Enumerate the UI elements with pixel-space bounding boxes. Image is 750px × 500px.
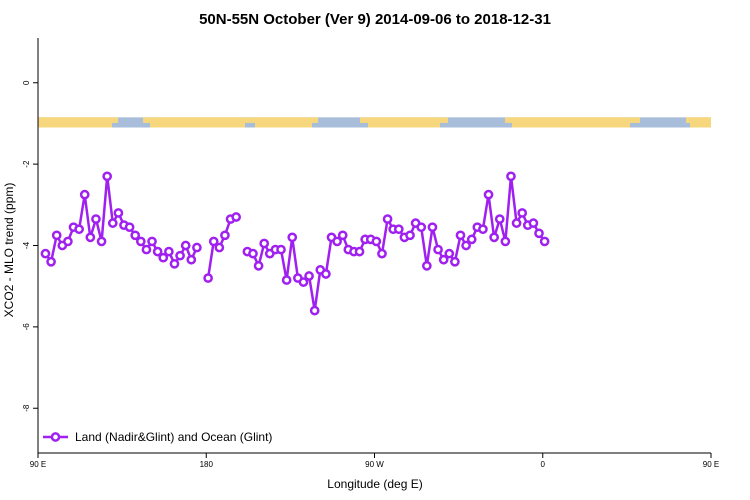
surface-strip bbox=[38, 117, 711, 128]
y-tick-label: -8 bbox=[22, 404, 31, 412]
data-point bbox=[478, 224, 488, 235]
surface-strip-land bbox=[690, 117, 711, 128]
data-point bbox=[371, 236, 382, 247]
data-point bbox=[231, 212, 242, 222]
data-point bbox=[175, 250, 185, 261]
data-point bbox=[528, 218, 539, 228]
series-line bbox=[44, 176, 199, 267]
data-point bbox=[393, 224, 404, 235]
data-point bbox=[180, 240, 191, 251]
data-point bbox=[500, 236, 511, 247]
surface-strip-land bbox=[150, 117, 245, 128]
y-tick-label: -6 bbox=[22, 323, 31, 331]
data-point bbox=[281, 275, 292, 285]
data-point bbox=[147, 236, 157, 247]
data-point bbox=[74, 224, 84, 235]
data-point bbox=[203, 273, 213, 283]
data-point bbox=[421, 260, 432, 271]
data-point bbox=[444, 248, 455, 259]
y-axis-label: XCO2 - MLO trend (ppm) bbox=[2, 183, 16, 318]
data-point bbox=[141, 244, 152, 255]
x-tick-label: 180 bbox=[200, 460, 214, 469]
data-point bbox=[337, 230, 348, 241]
data-point bbox=[152, 246, 163, 257]
data-point bbox=[494, 214, 505, 224]
data-point bbox=[192, 242, 202, 253]
x-tick-label: 90 W bbox=[365, 460, 384, 469]
data-point bbox=[124, 222, 135, 233]
data-point bbox=[253, 260, 264, 271]
data-point bbox=[259, 238, 270, 249]
data-point bbox=[450, 256, 460, 267]
data-point bbox=[130, 230, 141, 241]
data-point bbox=[113, 208, 124, 218]
data-point bbox=[91, 214, 101, 224]
data-point bbox=[304, 271, 314, 281]
series-line bbox=[246, 176, 546, 311]
data-point bbox=[107, 218, 118, 228]
y-tick-label: -4 bbox=[22, 241, 31, 249]
data-point bbox=[63, 236, 73, 247]
data-point bbox=[483, 189, 494, 200]
surface-strip-land bbox=[368, 117, 440, 128]
data-point bbox=[96, 236, 107, 247]
data-point bbox=[276, 244, 286, 255]
data-point bbox=[79, 189, 90, 200]
data-point bbox=[40, 248, 51, 259]
data-point bbox=[433, 244, 443, 255]
data-point bbox=[427, 222, 438, 233]
data-point bbox=[511, 218, 522, 228]
data-point bbox=[438, 254, 449, 265]
data-point bbox=[298, 277, 309, 287]
surface-strip-land bbox=[512, 117, 630, 128]
data-point bbox=[354, 246, 365, 257]
data-point bbox=[248, 248, 258, 259]
data-point bbox=[287, 232, 298, 243]
x-axis-label: Longitude (deg E) bbox=[327, 477, 422, 491]
data-point bbox=[489, 232, 499, 243]
data-point bbox=[214, 242, 225, 253]
data-point bbox=[534, 228, 544, 239]
x-tick-label: 90 E bbox=[703, 460, 719, 469]
data-point bbox=[309, 305, 320, 316]
surface-strip-land bbox=[255, 117, 312, 128]
chart-title: 50N-55N October (Ver 9) 2014-09-06 to 20… bbox=[199, 11, 551, 28]
data-point bbox=[382, 214, 393, 224]
data-point bbox=[186, 254, 197, 265]
x-tick-label: 90 E bbox=[30, 460, 46, 469]
data-point bbox=[461, 240, 471, 251]
surface-strip-land bbox=[38, 117, 112, 128]
data-point bbox=[46, 256, 56, 267]
y-tick-label: 0 bbox=[22, 80, 31, 85]
data-point bbox=[135, 236, 146, 247]
data-point bbox=[455, 230, 466, 241]
plot-area: 0 -2 -4 -6 -8 90 E 180 90 W 0 90 E Land (Nadir&Gli… bbox=[22, 38, 719, 469]
data-point bbox=[377, 248, 387, 259]
data-point bbox=[169, 258, 180, 269]
data-point bbox=[164, 246, 174, 257]
data-point bbox=[405, 230, 415, 241]
data-point bbox=[220, 230, 230, 241]
data-point bbox=[51, 230, 62, 241]
data-point bbox=[102, 171, 113, 182]
data-point bbox=[466, 234, 477, 245]
data-point bbox=[321, 269, 331, 279]
data-point bbox=[85, 232, 96, 243]
legend-entry: Land (Nadir&Glint) and Ocean (Glint) bbox=[75, 430, 272, 444]
x-tick-label: 0 bbox=[541, 460, 546, 469]
legend: Land (Nadir&Glint) and Ocean (Glint) bbox=[43, 430, 272, 444]
legend-marker bbox=[50, 432, 61, 442]
data-point bbox=[416, 222, 427, 233]
data-point bbox=[539, 236, 550, 247]
data-point bbox=[208, 236, 219, 247]
data-point bbox=[158, 252, 169, 263]
y-tick-label: -2 bbox=[22, 160, 31, 168]
data-point bbox=[332, 236, 342, 247]
data-point bbox=[517, 208, 528, 218]
data-point bbox=[506, 171, 516, 182]
